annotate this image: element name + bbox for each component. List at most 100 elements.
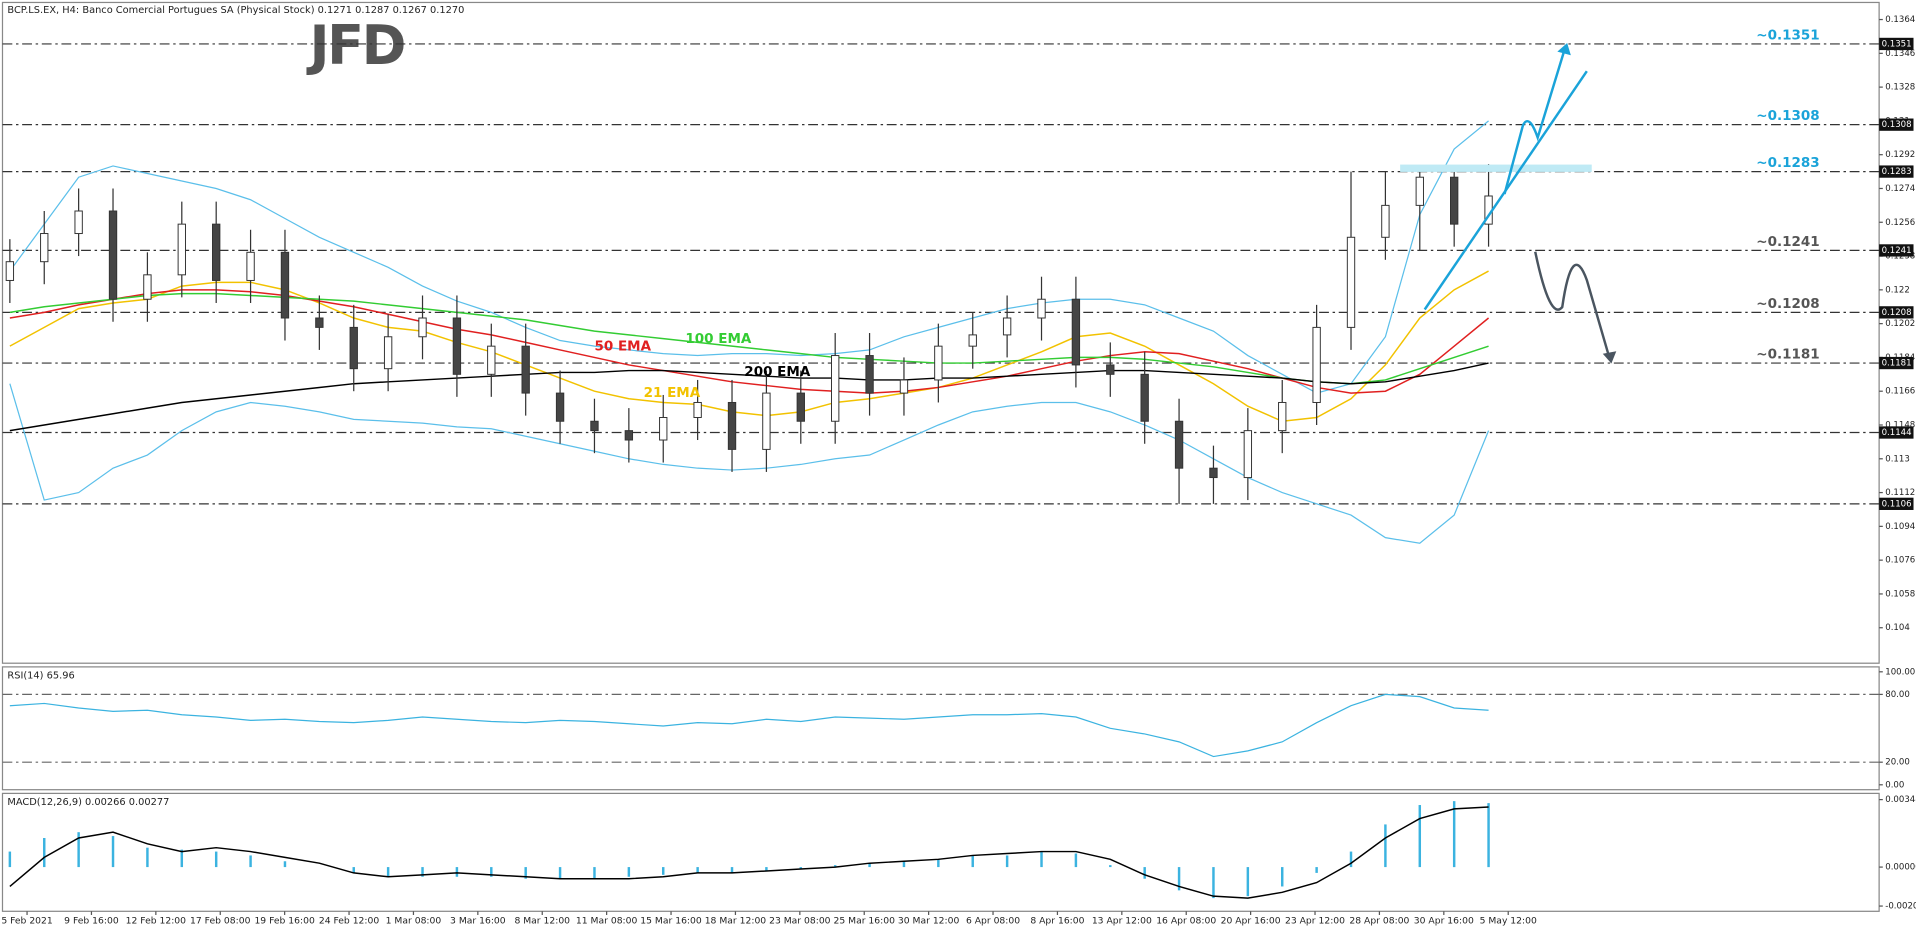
candle-body (590, 420, 599, 432)
level-tag-label: 0.1308 (1882, 120, 1912, 130)
candle-body (1278, 401, 1287, 432)
rsi-panel (1, 666, 1880, 791)
candle-body (727, 401, 737, 450)
x-tick-label: 1 Mar 08:00 (386, 916, 442, 927)
candle-body (177, 223, 186, 276)
candle-body (865, 355, 874, 394)
candle-body (108, 210, 118, 300)
candle-body (934, 345, 943, 381)
level-tag (1879, 118, 1914, 131)
logo: JFD (306, 14, 405, 77)
candle-body (1381, 204, 1390, 238)
candle-body (1140, 373, 1149, 422)
candle-body (659, 416, 668, 441)
rsi-line (9, 693, 1489, 758)
bull-arrowhead (1557, 42, 1571, 56)
level-tag (1879, 244, 1914, 257)
x-tick-label: 18 Mar 12:00 (705, 916, 767, 927)
level-tag (1879, 426, 1914, 439)
candle-body (899, 379, 909, 394)
level-tag-label: 0.1351 (1882, 39, 1912, 49)
x-tick-label: 13 Apr 12:00 (1092, 916, 1152, 927)
candle-body (1346, 236, 1356, 328)
candle-body (418, 317, 427, 338)
bollinger-band (9, 383, 1490, 544)
candle-body (383, 336, 393, 370)
y-tick-label: 0.1328 (1885, 83, 1915, 93)
x-tick-label: 19 Feb 16:00 (254, 916, 315, 927)
y-tick-label: 0.00348 (1885, 795, 1916, 805)
candle-body (831, 355, 840, 422)
y-tick-label: 100.00 (1885, 667, 1915, 677)
y-tick-label: 0.1112 (1885, 488, 1915, 498)
y-tick-label: 0.1292 (1885, 150, 1915, 160)
x-tick-label: 12 Feb 12:00 (126, 916, 187, 927)
header: BCP.LS.EX, H4: Banco Comercial Portugues… (7, 5, 464, 16)
x-tick-label: 17 Feb 08:00 (190, 916, 251, 927)
signal-line (9, 806, 1489, 899)
level-tag (1879, 497, 1914, 510)
x-tick-label: 16 Apr 08:00 (1156, 916, 1216, 927)
candle-body (315, 317, 324, 328)
candle-body (693, 401, 702, 418)
level-tag (1879, 356, 1914, 370)
bollinger-band (9, 120, 1489, 394)
level-tag (1879, 165, 1914, 178)
candle-body (40, 233, 49, 263)
level-label: ~0.1208 (1756, 296, 1819, 312)
candle-body (555, 392, 565, 422)
level-tag-label: 0.1283 (1882, 167, 1912, 177)
candle-body (1209, 467, 1218, 479)
y-tick-label: 0.1148 (1885, 420, 1915, 430)
x-tick-label: 11 Mar 08:00 (576, 916, 638, 927)
ema-line (9, 270, 1489, 422)
y-tick-label: 0.104 (1885, 623, 1910, 633)
y-tick-label: 0.1202 (1885, 319, 1915, 329)
candle-body (349, 326, 358, 370)
annotations (1400, 42, 1617, 364)
y-tick-label: 0.1094 (1885, 522, 1915, 532)
y-tick-label: 0.1274 (1885, 184, 1915, 194)
y-tick-label: 0.1076 (1885, 556, 1915, 566)
ema-line (9, 362, 1489, 432)
candle-body (212, 223, 221, 281)
candle-body (1106, 364, 1115, 375)
y-tick-label: -0.00201 (1885, 902, 1916, 912)
y-tick-label: 20.00 (1885, 758, 1910, 768)
level-label: ~0.1241 (1756, 234, 1819, 250)
candle-body (1450, 176, 1459, 225)
x-tick-label: 6 Apr 08:00 (966, 916, 1020, 927)
bear-arrowhead (1602, 351, 1617, 364)
level-label: ~0.1308 (1756, 108, 1819, 124)
candle-body (143, 274, 152, 300)
x-tick-label: 30 Apr 16:00 (1414, 916, 1474, 927)
x-tick-label: 24 Feb 12:00 (319, 916, 380, 927)
y-tick-label: 0.113 (1885, 454, 1910, 464)
level-label: ~0.1181 (1756, 346, 1819, 362)
candle-body (1312, 326, 1321, 403)
candle-body (762, 392, 771, 450)
candle-body (1002, 317, 1012, 336)
ema-label: 200 EMA (744, 364, 811, 380)
bear-arrow (1534, 251, 1611, 357)
x-tick-label: 15 Mar 16:00 (640, 916, 702, 927)
candle-body (452, 317, 462, 375)
x-tick-label: 23 Mar 08:00 (769, 916, 831, 927)
candle-body (1174, 420, 1184, 469)
y-tick-label: 80.00 (1885, 690, 1910, 700)
bull-arrow (1503, 48, 1566, 195)
y-tick-label: 0.122 (1885, 285, 1910, 295)
level-tag-label: 0.1241 (1882, 246, 1912, 256)
x-tick-label: 9 Feb 16:00 (64, 916, 119, 927)
candle-body (487, 345, 496, 375)
level-tag (1879, 306, 1914, 319)
y-tick-label: 0.1364 (1885, 15, 1915, 25)
candle-body (624, 430, 634, 441)
x-tick-label: 30 Mar 12:00 (898, 916, 960, 927)
ema-line (9, 289, 1490, 394)
level-label: ~0.1283 (1756, 155, 1819, 171)
candle-body (280, 251, 290, 319)
level-tag-label: 0.1144 (1882, 428, 1912, 438)
